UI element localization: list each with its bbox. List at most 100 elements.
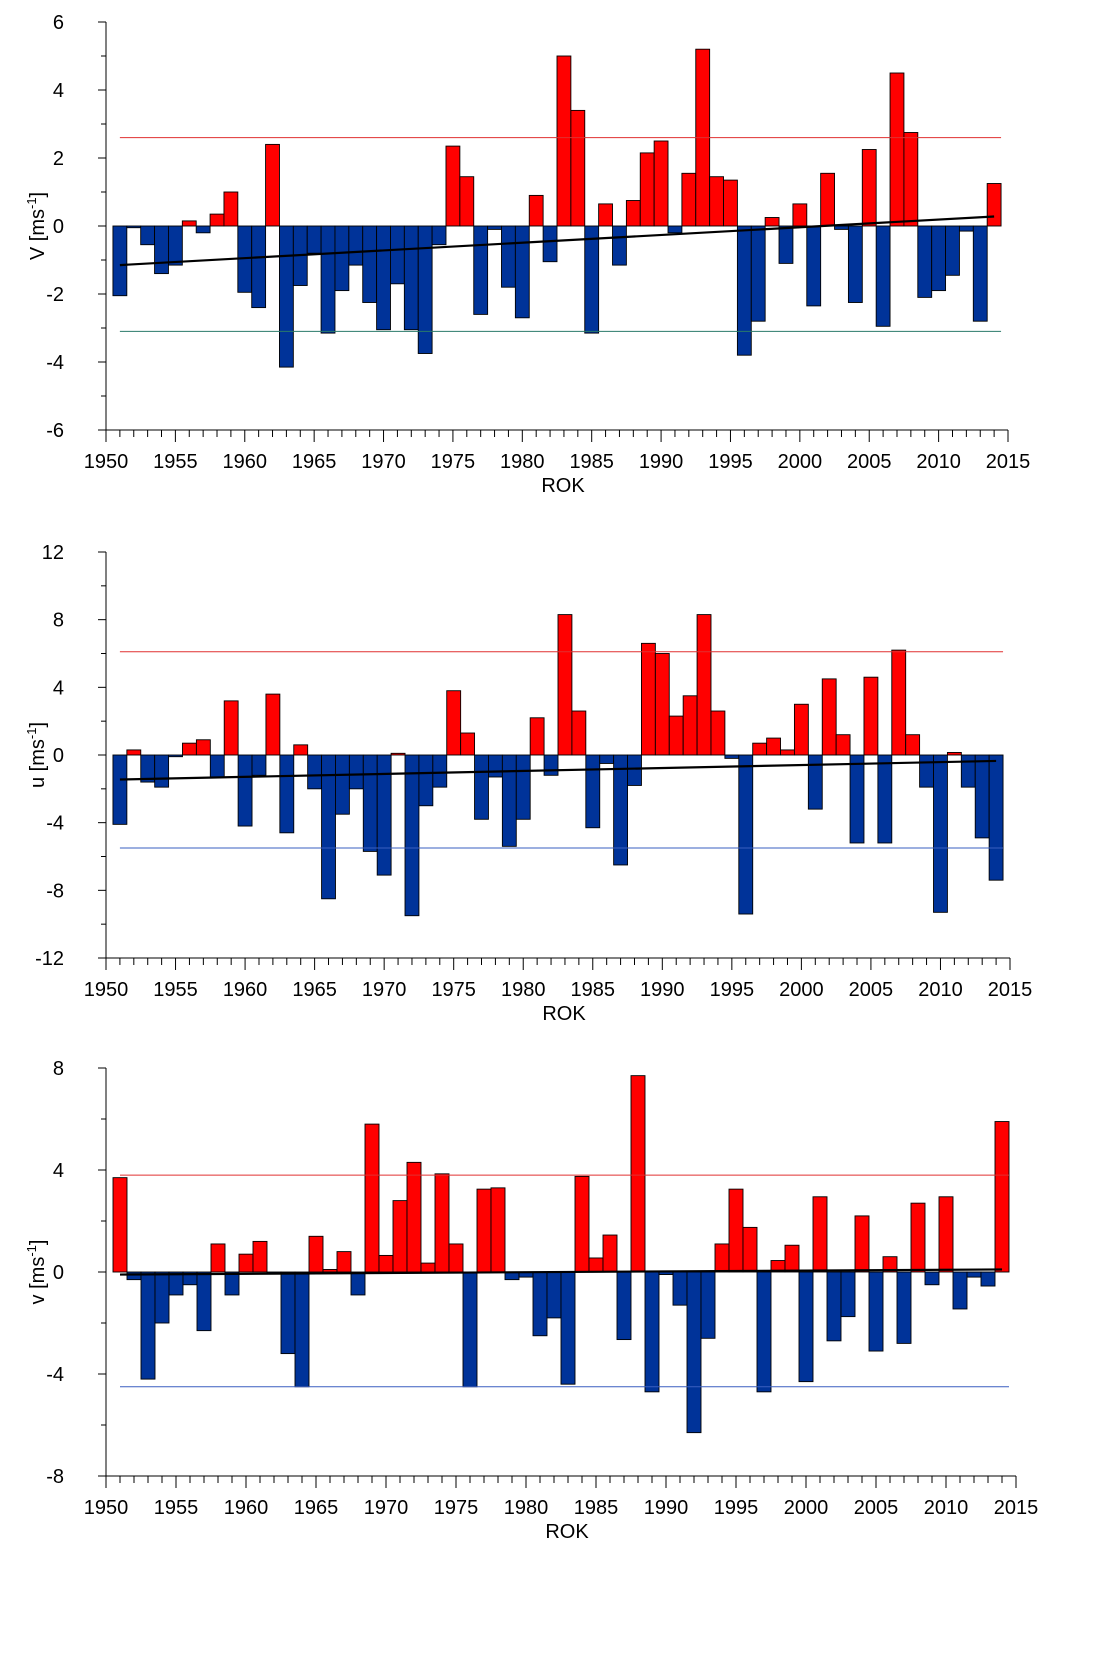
y-tick-label: 8 (53, 610, 64, 632)
y-tick-label: -2 (46, 284, 64, 306)
bar-1991 (668, 715, 684, 756)
bar-1960 (237, 754, 253, 827)
bar-1988 (625, 200, 641, 227)
bar-1955 (168, 1271, 184, 1296)
bar-1996 (738, 754, 754, 915)
bar-1951 (112, 225, 128, 297)
bar-1974 (432, 754, 448, 788)
y-tick-label: 4 (53, 80, 64, 102)
bar-1960 (238, 1253, 254, 1273)
bar-1985 (584, 225, 600, 334)
x-axis-label: ROK (542, 1003, 586, 1025)
bar-2001 (807, 754, 823, 810)
bar-1956 (182, 742, 197, 756)
bar-2014 (994, 1121, 1010, 1273)
x-tick-label: 1995 (714, 1497, 759, 1519)
bar-1984 (571, 710, 587, 756)
bar-1979 (501, 225, 516, 288)
bar-2000 (792, 203, 808, 227)
bar-1997 (756, 1271, 772, 1393)
bar-1984 (570, 109, 586, 227)
bar-2008 (910, 1202, 926, 1273)
y-axis-label-close: ] (27, 192, 49, 198)
x-tick-label: 2010 (916, 451, 961, 473)
x-tick-label: 1980 (504, 1497, 549, 1519)
bar-1967 (335, 754, 350, 815)
bar-2007 (896, 1271, 912, 1344)
y-axis-label-sup: -1 (24, 728, 39, 740)
bar-1978 (488, 754, 503, 778)
chart-3: -8 -4 0 4 8 1950 1955 1960 1965 1970 1975 1980 1985 1… (24, 1058, 1038, 1543)
bar-1983 (556, 55, 572, 227)
x-tick-label: 2000 (779, 979, 824, 1001)
x-tick-label: 1965 (292, 451, 337, 473)
bar-1983 (560, 1271, 576, 1385)
bar-1977 (476, 1188, 492, 1273)
x-tick-label: 1950 (84, 979, 129, 1001)
bar-1961 (251, 225, 267, 309)
bar-1998 (764, 217, 780, 227)
bar-1971 (390, 752, 406, 756)
bar-1974 (431, 225, 447, 246)
bar-2002 (820, 172, 835, 227)
bar-1977 (474, 754, 489, 820)
bar-1972 (403, 225, 419, 331)
bar-1959 (223, 191, 239, 227)
bar-1978 (487, 225, 502, 230)
bar-1959 (223, 700, 239, 756)
bar-1952 (126, 1271, 142, 1281)
x-tick-label: 1955 (154, 1497, 199, 1519)
bar-1982 (546, 1271, 562, 1319)
bar-1996 (742, 1226, 758, 1273)
bar-2008 (903, 132, 919, 227)
bar-2003 (835, 734, 851, 756)
bar-1978 (490, 1187, 506, 1273)
x-tick-label: 1975 (431, 979, 476, 1001)
bar-1952 (126, 749, 142, 756)
bar-1977 (473, 225, 489, 315)
y-tick-label: 2 (53, 148, 64, 170)
bar-1982 (543, 754, 559, 776)
bar-1961 (251, 754, 267, 776)
x-tick-label: 1960 (224, 1497, 269, 1519)
x-tick-label: 1965 (294, 1497, 339, 1519)
bar-1991 (672, 1271, 688, 1306)
y-axis-label-close: ] (27, 722, 49, 728)
bar-1955 (167, 225, 183, 266)
bar-1963 (280, 1271, 296, 1355)
bar-1984 (574, 1175, 590, 1273)
bar-1952 (126, 225, 142, 229)
bar-1972 (404, 754, 420, 917)
bar-1953 (140, 225, 156, 246)
y-axis-label-close: ] (27, 1240, 49, 1246)
bar-2006 (877, 754, 893, 844)
bar-2005 (868, 1271, 884, 1352)
bar-1956 (181, 220, 197, 227)
bar-1966 (321, 754, 336, 900)
y-tick-label: 6 (53, 12, 64, 34)
bar-1976 (460, 732, 476, 756)
bar-1990 (653, 140, 669, 227)
bar-1957 (195, 225, 211, 234)
bar-1968 (348, 225, 364, 266)
bar-1981 (529, 717, 545, 756)
bar-2001 (812, 1196, 828, 1273)
bar-1989 (639, 152, 655, 227)
bar-1962 (265, 693, 281, 756)
chart-1: -6 -4 -2 0 2 4 6 1950 1955 1960 1965 1970 1975 1980 19… (24, 12, 1030, 497)
bar-1986 (599, 754, 615, 764)
bar-1998 (766, 737, 781, 756)
bar-1976 (462, 1271, 478, 1388)
bar-1954 (154, 754, 170, 788)
bar-1982 (542, 225, 558, 263)
bar-1969 (364, 1123, 380, 1273)
bar-1994 (709, 176, 724, 227)
x-tick-label: 1950 (84, 451, 129, 473)
bar-1992 (686, 1271, 702, 1434)
bar-1958 (210, 1243, 226, 1273)
bar-1954 (154, 1271, 170, 1324)
bar-1961 (252, 1240, 268, 1273)
bar-1997 (752, 742, 768, 756)
bar-2009 (917, 225, 933, 298)
bar-2003 (840, 1271, 856, 1318)
